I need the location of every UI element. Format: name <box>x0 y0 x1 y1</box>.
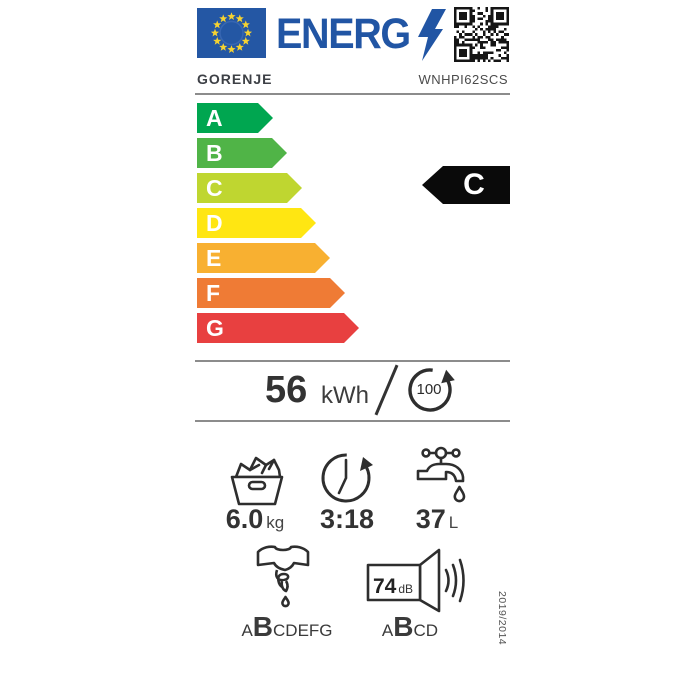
class-arrow-b: B <box>197 138 287 168</box>
noise-value: 74 <box>372 575 397 598</box>
separator-line <box>195 420 510 422</box>
class-arrow-e: E <box>197 243 330 273</box>
noise-class-scale: ABCD <box>355 611 465 643</box>
class-arrow-g: G <box>197 313 359 343</box>
class-letter: E <box>206 245 222 271</box>
class-letter: C <box>206 175 223 201</box>
per-100-cycles-icon <box>408 368 455 412</box>
duration-value: 3:18 <box>319 504 375 534</box>
capacity-label: 6.0 kg <box>215 504 295 535</box>
class-arrow-f: F <box>197 278 345 308</box>
energy-consumption-value: 56 <box>265 369 308 411</box>
noise-class-current: B <box>393 611 414 642</box>
brand-name: GORENJE <box>197 71 273 87</box>
class-letter: A <box>206 105 223 131</box>
energy-consumption-unit: kWh <box>321 382 369 409</box>
rating-letter: C <box>463 168 485 201</box>
class-letter: B <box>206 140 223 166</box>
lightning-bolt-icon <box>418 9 446 61</box>
noise-db-label: 74 dB <box>369 571 417 603</box>
spin-dry-icon <box>256 545 310 608</box>
class-letter: G <box>206 315 224 341</box>
regulation-number: 2019/2014 <box>496 591 508 646</box>
class-letter: F <box>206 280 221 306</box>
water-value: 37 <box>415 504 446 534</box>
duration-icon <box>321 453 373 503</box>
spin-scale-pre: A <box>241 621 253 640</box>
separator-line <box>195 360 510 362</box>
noise-level-icon <box>366 548 465 613</box>
class-arrow-c: C <box>197 173 302 203</box>
eu-flag-icon <box>197 8 266 58</box>
laundry-capacity-icon <box>230 456 284 506</box>
class-letter: D <box>206 210 223 236</box>
energ-logo-text: ENERG <box>276 10 411 58</box>
water-unit: L <box>448 513 459 532</box>
capacity-unit: kg <box>266 513 285 532</box>
class-arrow-a: A <box>197 103 273 133</box>
noise-unit: dB <box>398 582 414 596</box>
water-tap-icon <box>416 446 466 503</box>
duration-label: 3:18 <box>307 504 387 535</box>
spin-scale-post: CDEFG <box>273 621 333 640</box>
spin-class-current: B <box>252 611 274 642</box>
water-label: 37 L <box>397 504 477 535</box>
per-slash <box>374 364 399 416</box>
noise-scale-post: CD <box>413 621 439 640</box>
spin-class-scale: ABCDEFG <box>232 611 342 643</box>
qr-code <box>454 7 509 62</box>
separator-line <box>195 93 510 95</box>
model-number: WNHPI62SCS <box>418 72 508 87</box>
noise-scale-pre: A <box>381 621 394 640</box>
class-arrow-d: D <box>197 208 316 238</box>
rating-arrow: C <box>422 166 510 204</box>
capacity-value: 6.0 <box>225 504 264 534</box>
cycle-count: 100 <box>416 381 442 398</box>
